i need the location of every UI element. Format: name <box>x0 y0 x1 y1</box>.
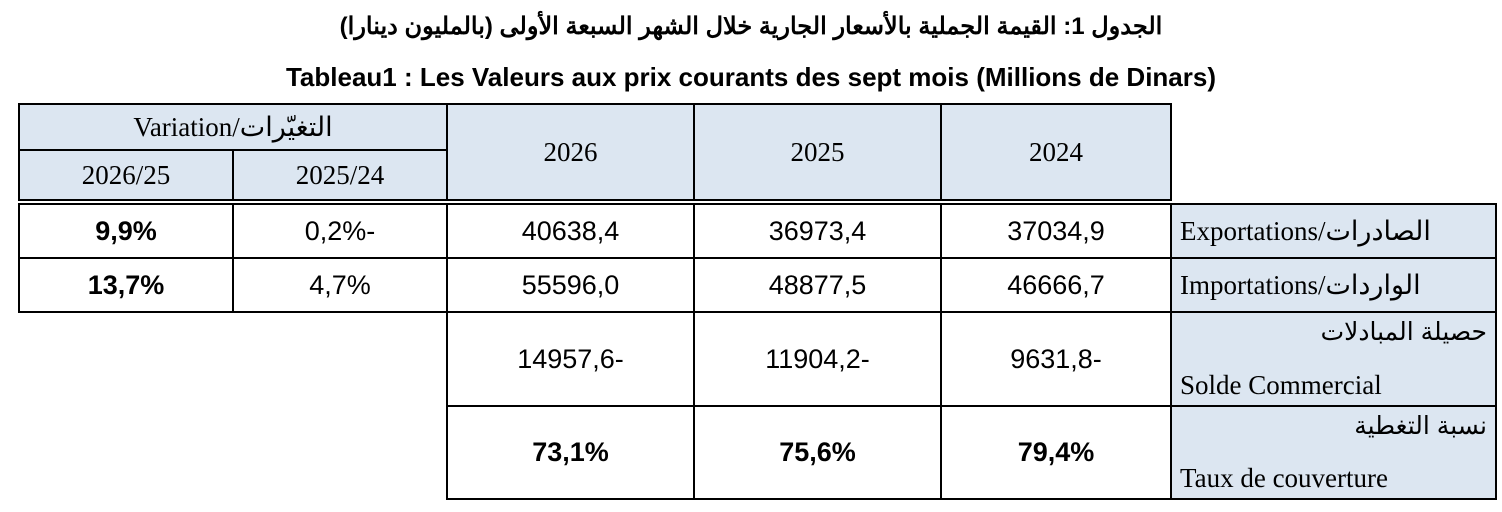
title-fr: Tableau1 : Les Valeurs aux prix courants… <box>285 62 1217 92</box>
cell: 73,1% <box>446 405 695 500</box>
cell: 9631,8- <box>940 311 1172 407</box>
cell: 11904,2- <box>693 311 942 407</box>
row-label: Exportations/الصادرات <box>1170 203 1497 259</box>
column-header: 2024 <box>940 103 1172 201</box>
cell: 55596,0 <box>446 257 695 313</box>
cell: 36973,4 <box>693 203 942 259</box>
cell: 75,6% <box>693 405 942 500</box>
cell: 14957,6- <box>446 311 695 407</box>
cell: 37034,9 <box>940 203 1172 259</box>
column-header: 2025/24 <box>232 149 448 201</box>
cell: 0,2%- <box>232 203 448 259</box>
label-fr: Solde Commercial <box>1180 370 1382 400</box>
row-label: نسبة التغطية Taux de couverture <box>1170 405 1497 500</box>
cell: 48877,5 <box>693 257 942 313</box>
cell: 79,4% <box>940 405 1172 500</box>
cell: 9,9% <box>18 203 234 259</box>
label-ar: نسبة التغطية <box>1354 412 1487 440</box>
cell: 46666,7 <box>940 257 1172 313</box>
column-header: 2026 <box>446 103 695 201</box>
variation-header: Variation/التغيّرات <box>18 103 448 151</box>
label-fr: Taux de couverture <box>1180 463 1389 493</box>
cell: 4,7% <box>232 257 448 313</box>
row-label: حصيلة المبادلات Solde Commercial <box>1170 311 1497 407</box>
label-ar: حصيلة المبادلات <box>1320 318 1487 346</box>
cell: 13,7% <box>18 257 234 313</box>
cell: 40638,4 <box>446 203 695 259</box>
row-label: Importations/الواردات <box>1170 257 1497 313</box>
column-header: 2025 <box>693 103 942 201</box>
title-ar: الجدول 1: القيمة الجملية بالأسعار الجاري… <box>339 13 1163 40</box>
column-header: 2026/25 <box>18 149 234 201</box>
